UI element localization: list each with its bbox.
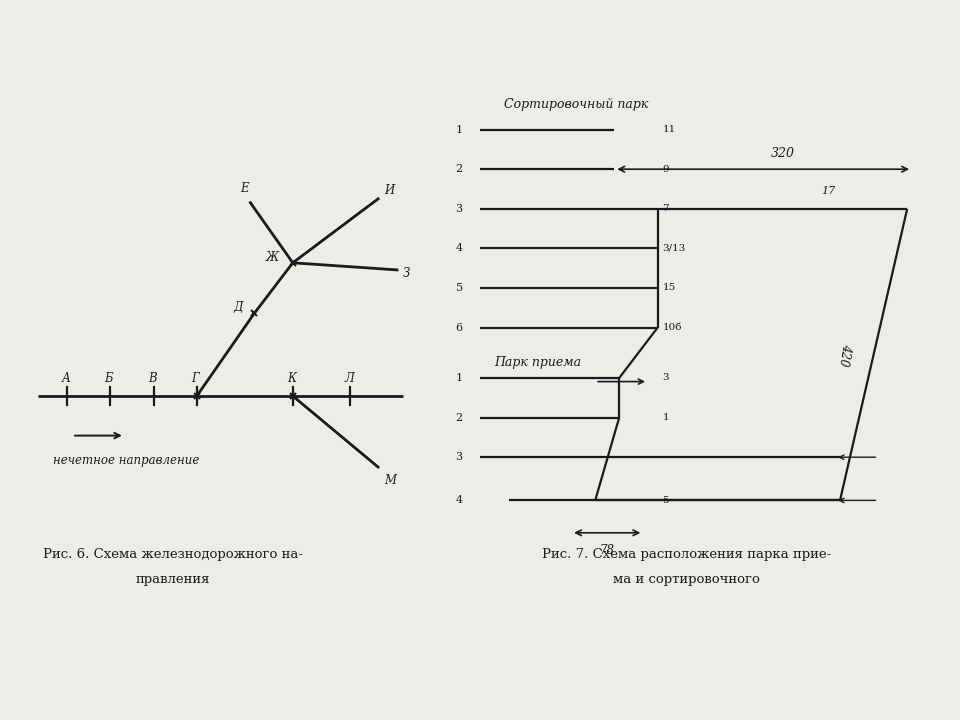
Text: 3: 3	[456, 452, 463, 462]
Text: 7: 7	[662, 204, 669, 213]
Text: М: М	[384, 474, 396, 487]
Text: 10б: 10б	[662, 323, 682, 332]
Text: 320: 320	[770, 147, 795, 160]
Text: 420: 420	[836, 343, 853, 366]
Text: 4: 4	[456, 243, 463, 253]
Text: 3/13: 3/13	[662, 244, 685, 253]
Text: Г: Г	[191, 372, 199, 384]
Text: Рис. 7. Схема расположения парка прие-: Рис. 7. Схема расположения парка прие-	[541, 548, 831, 561]
Text: 5: 5	[662, 496, 669, 505]
Text: 6: 6	[456, 323, 463, 333]
Text: 1: 1	[456, 373, 463, 383]
Text: Рис. 6. Схема железнодорожного на-: Рис. 6. Схема железнодорожного на-	[43, 548, 302, 561]
Text: 17: 17	[821, 186, 835, 196]
Text: Д: Д	[233, 301, 243, 314]
Text: Ж: Ж	[266, 251, 279, 264]
Text: 78: 78	[600, 544, 614, 557]
Text: Л: Л	[345, 372, 354, 384]
Text: 4: 4	[456, 495, 463, 505]
Text: правления: правления	[135, 573, 210, 586]
Text: 15: 15	[662, 284, 676, 292]
Text: 1: 1	[662, 413, 669, 422]
Text: 1: 1	[456, 125, 463, 135]
Text: В: В	[148, 372, 156, 384]
Text: Парк приема: Парк приема	[494, 356, 582, 369]
Text: 5: 5	[456, 283, 463, 293]
Text: нечетное направление: нечетное направление	[53, 454, 199, 467]
Text: 2: 2	[456, 413, 463, 423]
Text: 9: 9	[662, 165, 669, 174]
Text: К: К	[287, 372, 297, 384]
Text: Е: Е	[240, 182, 249, 195]
Text: И: И	[384, 184, 395, 197]
Text: Сортировочный парк: Сортировочный парк	[504, 98, 648, 111]
Text: А: А	[61, 372, 70, 384]
Text: 2: 2	[456, 164, 463, 174]
Text: Б: Б	[105, 372, 113, 384]
Text: 3: 3	[662, 374, 669, 382]
Text: З: З	[403, 267, 411, 280]
Text: 3: 3	[456, 204, 463, 214]
Text: ма и сортировочного: ма и сортировочного	[613, 573, 759, 586]
Text: 11: 11	[662, 125, 676, 134]
